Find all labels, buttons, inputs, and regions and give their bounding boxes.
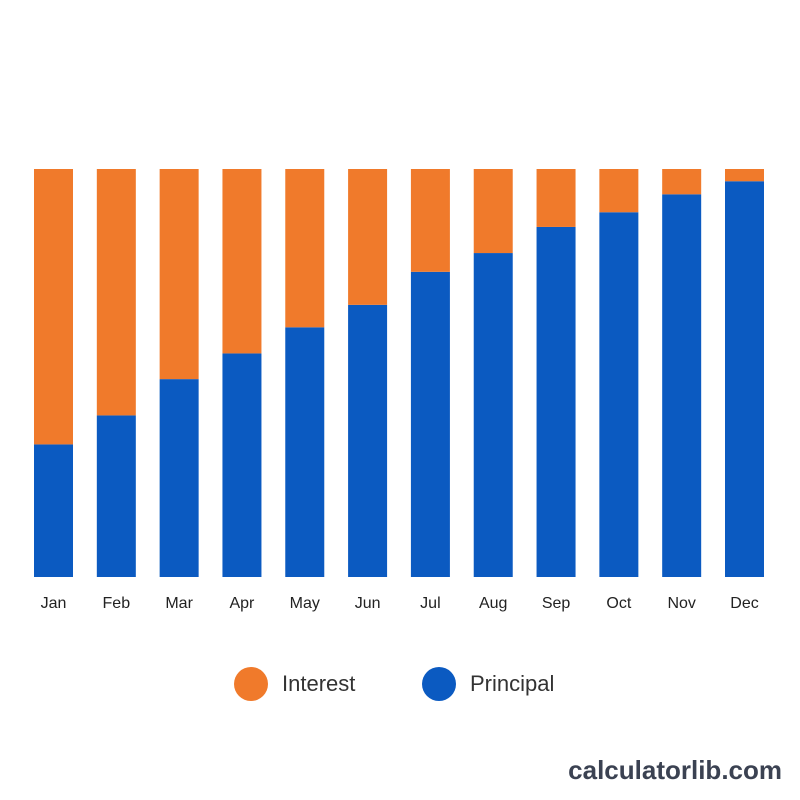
- bar-principal-jun[interactable]: [348, 304, 388, 577]
- x-tick-label-jan: Jan: [41, 595, 67, 612]
- bar-principal-apr[interactable]: [222, 353, 262, 577]
- x-tick-label-sep: Sep: [542, 595, 571, 612]
- x-tick-label-dec: Dec: [730, 595, 758, 612]
- bar-interest-apr[interactable]: [222, 169, 262, 354]
- bar-interest-dec[interactable]: [725, 169, 764, 182]
- bar-interest-nov[interactable]: [662, 169, 702, 195]
- bar-interest-jun[interactable]: [348, 169, 388, 305]
- bar-principal-dec[interactable]: [725, 181, 764, 578]
- bar-principal-sep[interactable]: [536, 226, 576, 577]
- bar-principal-jul[interactable]: [410, 271, 450, 577]
- x-tick-label-nov: Nov: [667, 595, 695, 612]
- watermark: calculatorlib.com: [568, 755, 782, 785]
- bar-interest-jul[interactable]: [410, 169, 450, 272]
- bar-principal-jan[interactable]: [34, 444, 73, 577]
- legend-swatch-principal: [422, 667, 456, 701]
- bar-interest-sep[interactable]: [536, 169, 576, 227]
- bar-interest-mar[interactable]: [159, 169, 199, 380]
- x-tick-label-may: May: [290, 595, 320, 612]
- bar-principal-nov[interactable]: [662, 194, 702, 578]
- bar-principal-oct[interactable]: [599, 212, 639, 577]
- x-tick-label-oct: Oct: [606, 595, 631, 612]
- x-tick-label-mar: Mar: [165, 595, 193, 612]
- legend-label-interest: Interest: [282, 671, 356, 696]
- x-tick-label-jul: Jul: [420, 595, 440, 612]
- bar-interest-aug[interactable]: [473, 169, 513, 254]
- x-tick-label-feb: Feb: [103, 595, 131, 612]
- bar-interest-feb[interactable]: [96, 169, 136, 416]
- bar-principal-may[interactable]: [285, 327, 325, 577]
- legend-item-interest[interactable]: Interest: [234, 664, 355, 704]
- legend: Interest Principal: [0, 664, 800, 704]
- stacked-bar-chart: Jan Feb Mar Apr May Jun Jul Aug Sep Oct Nov Dec: [34, 169, 764, 612]
- x-tick-label-aug: Aug: [479, 595, 507, 612]
- x-tick-label-apr: Apr: [229, 595, 255, 612]
- bar-interest-jan[interactable]: [34, 169, 73, 445]
- legend-label-principal: Principal: [470, 671, 555, 696]
- x-tick-label-jun: Jun: [355, 595, 381, 612]
- bar-interest-oct[interactable]: [599, 169, 639, 213]
- bar-interest-may[interactable]: [285, 169, 325, 328]
- bar-principal-mar[interactable]: [159, 379, 199, 577]
- bar-principal-feb[interactable]: [96, 415, 136, 577]
- bar-principal-aug[interactable]: [473, 253, 513, 578]
- legend-item-principal[interactable]: Principal: [422, 664, 554, 704]
- legend-swatch-interest: [234, 667, 268, 701]
